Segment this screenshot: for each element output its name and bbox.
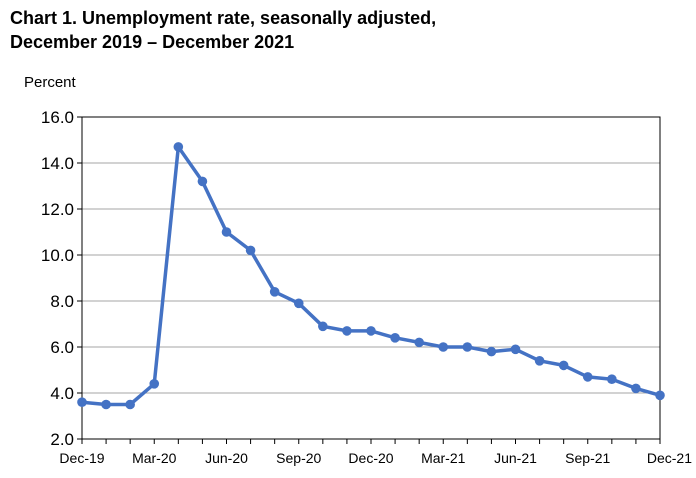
y-axis-ticks: 2.0 4.0 6.0 8.0 10.0 12.0 14.0 16.0 [41, 108, 82, 449]
x-tick-label: Dec-19 [59, 450, 104, 466]
data-point-Aug-20 [269, 287, 280, 297]
data-point-Aug-21 [558, 360, 569, 371]
x-tick-label: Dec-20 [348, 450, 393, 466]
gridlines [82, 162, 660, 394]
x-tick-label: Mar-21 [421, 450, 466, 466]
data-point-Jul-21 [534, 356, 545, 366]
data-point-Jun-20 [221, 227, 232, 237]
data-point-Oct-20 [318, 321, 328, 332]
y-axis-unit-label: Percent [24, 74, 76, 91]
y-tick-label: 8.0 [50, 292, 74, 311]
data-point-Mar-21 [438, 342, 449, 352]
y-tick-label: 2.0 [50, 430, 74, 449]
chart-title-line1: Chart 1. Unemployment rate, seasonally a… [10, 8, 437, 28]
chart-subtitle: December 2019 – December 2021 [10, 32, 295, 52]
data-point-Jan-21 [390, 333, 400, 343]
data-point-Apr-21 [462, 342, 473, 352]
y-tick-label: 4.0 [50, 384, 74, 403]
data-point-Nov-20 [342, 326, 352, 336]
data-point-Mar-20 [149, 379, 160, 389]
x-tick-label: Sep-20 [276, 450, 321, 466]
data-point-Jan-20 [101, 399, 111, 410]
data-point-Oct-21 [607, 374, 617, 385]
data-point-May-21 [486, 346, 497, 357]
y-tick-label: 10.0 [41, 246, 74, 265]
y-tick-label: 16.0 [41, 108, 74, 127]
x-tick-label: Jun-21 [494, 450, 537, 466]
data-point-Apr-20 [173, 142, 184, 152]
y-tick-label: 6.0 [50, 338, 74, 357]
data-point-May-20 [197, 176, 208, 187]
x-tick-label: Dec-21 [647, 450, 692, 466]
x-tick-label: Jun-20 [205, 450, 248, 466]
data-point-Sep-20 [293, 298, 304, 309]
plot-area-frame [81, 116, 661, 440]
series-line-unemployment [81, 145, 661, 407]
data-point-Jul-20 [245, 245, 256, 256]
x-axis-ticks: Dec-19 Mar-20 Jun-20 Sep-20 Dec-20 Mar-21 Jun-… [59, 439, 692, 466]
y-tick-label: 14.0 [41, 154, 74, 173]
data-point-Dec-21 [655, 390, 665, 401]
x-tick-label: Sep-21 [565, 450, 610, 466]
data-point-Nov-21 [631, 383, 641, 394]
data-point-Feb-20 [125, 399, 135, 410]
series-points [77, 142, 665, 410]
data-point-Feb-21 [414, 337, 424, 348]
data-point-Dec-20 [366, 326, 376, 336]
data-point-Jun-21 [510, 344, 521, 355]
x-tick-label: Mar-20 [132, 450, 177, 466]
data-point-Sep-21 [582, 372, 593, 382]
chart-title: Chart 1. Unemployment rate, seasonally a… [10, 6, 436, 54]
y-tick-label: 12.0 [41, 200, 74, 219]
data-point-Dec-19 [77, 397, 87, 408]
